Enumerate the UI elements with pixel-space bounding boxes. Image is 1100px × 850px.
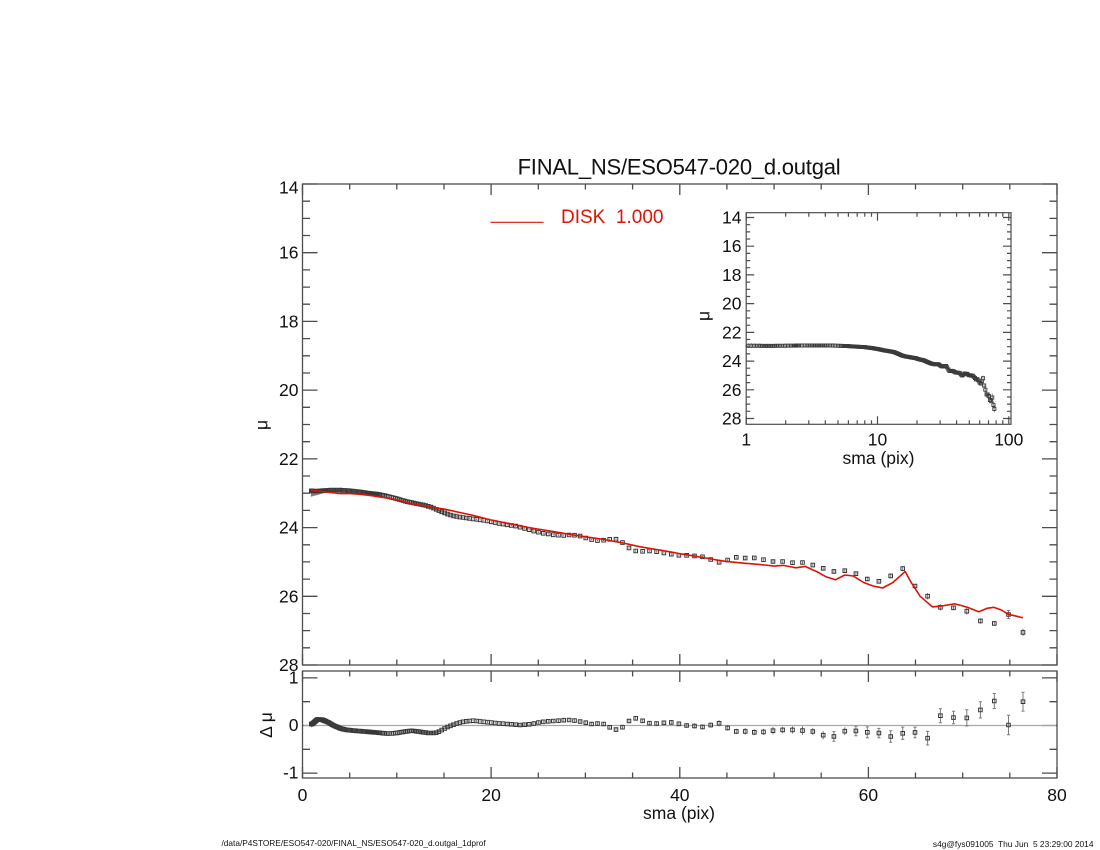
svg-text:18: 18 — [279, 311, 298, 331]
svg-text:22: 22 — [279, 449, 298, 469]
svg-text:22: 22 — [722, 322, 741, 342]
svg-text:26: 26 — [722, 380, 741, 400]
svg-text:16: 16 — [722, 236, 741, 256]
svg-text:10: 10 — [868, 430, 888, 450]
svg-text:Δ μ: Δ μ — [256, 712, 276, 738]
svg-text:μ: μ — [252, 420, 272, 430]
svg-text:18: 18 — [722, 265, 741, 285]
svg-text:sma (pix): sma (pix) — [843, 448, 915, 468]
svg-text:DISK 1.000: DISK 1.000 — [561, 207, 663, 228]
svg-text:s4g@fys091005 Thu Jun 5 23:2: s4g@fys091005 Thu Jun 5 23:29:00 2014 — [933, 839, 1094, 849]
svg-text:FINAL_NS/ESO547-020_d.outgal: FINAL_NS/ESO547-020_d.outgal — [518, 155, 841, 180]
svg-text:20: 20 — [481, 785, 501, 805]
svg-text:1: 1 — [741, 430, 751, 450]
svg-text:20: 20 — [279, 380, 299, 400]
svg-text:26: 26 — [279, 586, 298, 606]
svg-text:1: 1 — [289, 667, 299, 687]
svg-text:14: 14 — [722, 208, 742, 228]
svg-text:14: 14 — [279, 178, 299, 198]
svg-text:0: 0 — [298, 785, 308, 805]
svg-text:0: 0 — [289, 715, 299, 735]
svg-text:28: 28 — [722, 409, 741, 429]
svg-text:28: 28 — [279, 655, 298, 675]
svg-text:20: 20 — [722, 294, 742, 314]
svg-text:/data/P4STORE/ESO547-020/FINAL: /data/P4STORE/ESO547-020/FINAL_NS/ESO547… — [222, 838, 487, 848]
svg-text:24: 24 — [279, 518, 299, 538]
svg-text:24: 24 — [722, 351, 742, 371]
svg-text:sma (pix): sma (pix) — [643, 803, 715, 823]
svg-text:μ: μ — [694, 311, 714, 321]
svg-text:-1: -1 — [283, 763, 299, 783]
svg-text:60: 60 — [859, 785, 879, 805]
svg-text:100: 100 — [994, 430, 1023, 450]
svg-text:80: 80 — [1047, 785, 1067, 805]
svg-text:40: 40 — [670, 785, 690, 805]
svg-text:16: 16 — [279, 243, 298, 263]
